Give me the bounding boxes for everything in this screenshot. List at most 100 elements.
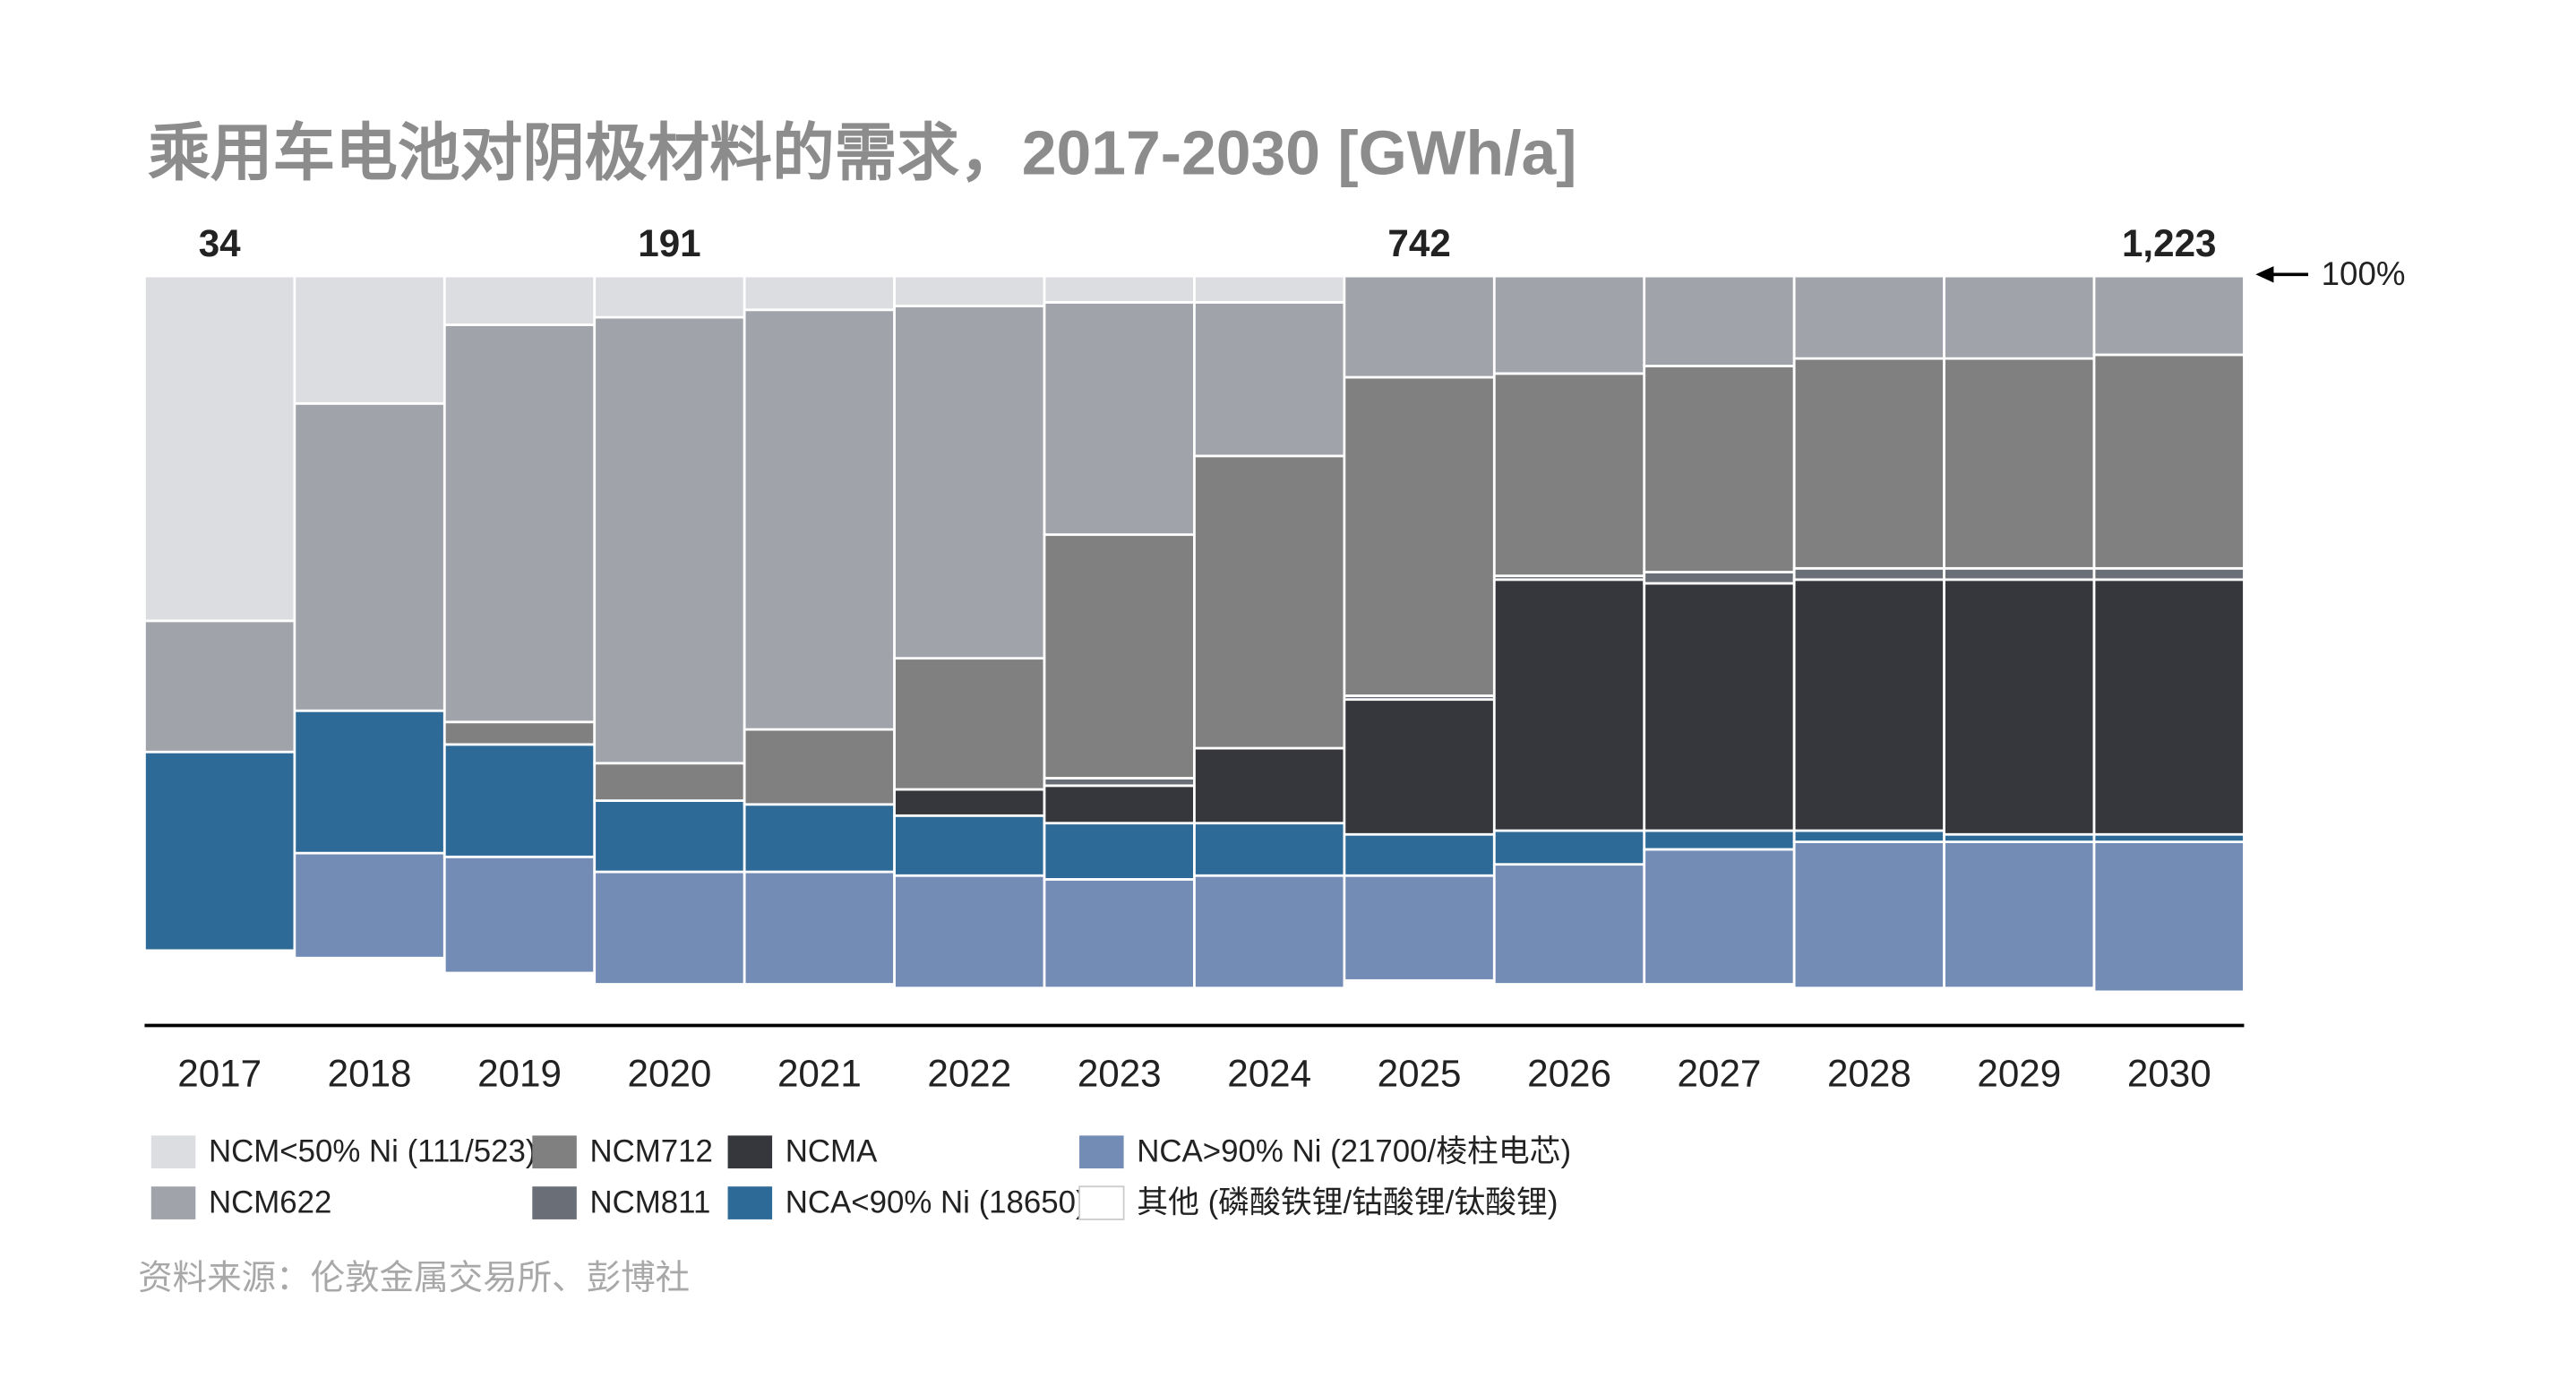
bar-segment (1343, 375, 1496, 697)
bar-segment (743, 870, 896, 986)
bar-segment (1043, 301, 1196, 537)
bar-segment (893, 274, 1046, 307)
bar-segment (1943, 840, 2096, 990)
bar-segment (1193, 274, 1346, 304)
bar-segment (1343, 274, 1496, 379)
bar-segment (743, 983, 896, 1027)
bar-segment (1643, 983, 1796, 1027)
bar-segment (1193, 874, 1346, 990)
bar-segment (1193, 822, 1346, 877)
bar-segment (2092, 353, 2245, 570)
bar-segment (593, 315, 746, 765)
bar-segment (1792, 840, 1945, 990)
bar-segment (593, 762, 746, 802)
bar-segment (143, 949, 296, 1027)
bar-segment (743, 803, 896, 874)
x-tick-label: 2025 (1378, 1052, 1462, 1094)
x-tick-label: 2018 (328, 1052, 412, 1094)
bar-segment (1193, 301, 1346, 458)
bar-segment (1792, 274, 1945, 360)
bar-segment (1193, 986, 1346, 1027)
bar-segment (2092, 578, 2245, 836)
x-tick-label: 2030 (2127, 1052, 2211, 1094)
bar-segment (893, 657, 1046, 791)
bar-segment (1943, 566, 2096, 582)
bar-segment (1643, 582, 1796, 832)
legend-label: NCM811 (589, 1185, 710, 1220)
bar-segment (1943, 274, 2096, 360)
bar-segment (1043, 878, 1196, 990)
bar-segment (1792, 578, 1945, 832)
bar-segment (1043, 822, 1196, 881)
bar-segment (593, 274, 746, 319)
bar-segment (593, 983, 746, 1027)
legend-label: NCA>90% Ni (21700/棱柱电芯) (1137, 1134, 1571, 1169)
bar-segment (143, 750, 296, 952)
legend-swatch (727, 1186, 773, 1219)
bar-segment (1943, 578, 2096, 836)
x-tick-label: 2021 (777, 1052, 862, 1094)
bar-segment (1492, 274, 1646, 375)
bar-segment (1492, 372, 1646, 578)
bar-segment (1343, 832, 1496, 877)
bar-segment (293, 709, 446, 855)
legend-swatch (150, 1186, 196, 1219)
legend-label: NCM622 (209, 1185, 331, 1220)
x-tick-label: 2020 (628, 1052, 712, 1094)
bar-segment (1792, 357, 1945, 570)
bar-segment (442, 743, 597, 858)
bar-segment (442, 971, 597, 1027)
bar-segment (1193, 746, 1346, 825)
bar-segment (1043, 274, 1196, 304)
bar-segment (2092, 274, 2245, 357)
bar-segment (1492, 983, 1646, 1027)
bar-segment (593, 799, 746, 874)
bar-segment (1643, 365, 1796, 573)
legend-swatch (1079, 1135, 1124, 1169)
bar-segment (293, 274, 446, 405)
bar-segment (2092, 840, 2245, 994)
legend-swatch (727, 1135, 773, 1169)
x-tick-label: 2029 (1977, 1052, 2061, 1094)
source: 资料来源：伦敦金属交易所、彭博社 (138, 1259, 690, 1297)
x-tick-label: 2019 (477, 1052, 562, 1094)
total-label: 34 (199, 222, 241, 264)
bar-segment (1193, 454, 1346, 750)
bar-segment (1643, 571, 1796, 585)
total-label: 742 (1387, 222, 1450, 264)
bar-segment (1343, 698, 1496, 836)
legend-label: NCM<50% Ni (111/523) (209, 1134, 537, 1169)
arrow-head (2255, 266, 2274, 283)
bar-segment (1943, 357, 2096, 570)
bar-segment (893, 305, 1046, 660)
bar-segment (442, 323, 597, 724)
bar-segment (893, 874, 1046, 990)
bar-segment (2092, 990, 2245, 1027)
bar-segment (1492, 578, 1646, 832)
bar-segment (1792, 566, 1945, 582)
bar-segment (143, 619, 296, 754)
x-tick-label: 2017 (177, 1052, 262, 1094)
bar-segment (1643, 274, 1796, 367)
bar-segment (1643, 829, 1796, 851)
bar-segment (1643, 848, 1796, 986)
legend-label: NCA<90% Ni (18650) (786, 1185, 1086, 1220)
bar-segment (1043, 784, 1196, 825)
bar-segment (1043, 533, 1196, 780)
bar-segment (442, 274, 597, 326)
bar-segment (442, 720, 597, 746)
legend-label: NCMA (786, 1134, 878, 1169)
bar-segment (743, 308, 896, 731)
bar-segment (442, 855, 597, 975)
x-tick-label: 2024 (1227, 1052, 1311, 1094)
bar-segment (1043, 986, 1196, 1027)
total-label: 191 (638, 222, 700, 264)
bar-segment (1343, 978, 1496, 1027)
bar-segment (1792, 986, 1945, 1027)
bar-segment (2092, 566, 2245, 582)
x-tick-label: 2026 (1527, 1052, 1611, 1094)
bar-segment (1492, 829, 1646, 866)
bar-segment (893, 986, 1046, 1027)
bar-segment (293, 401, 446, 712)
